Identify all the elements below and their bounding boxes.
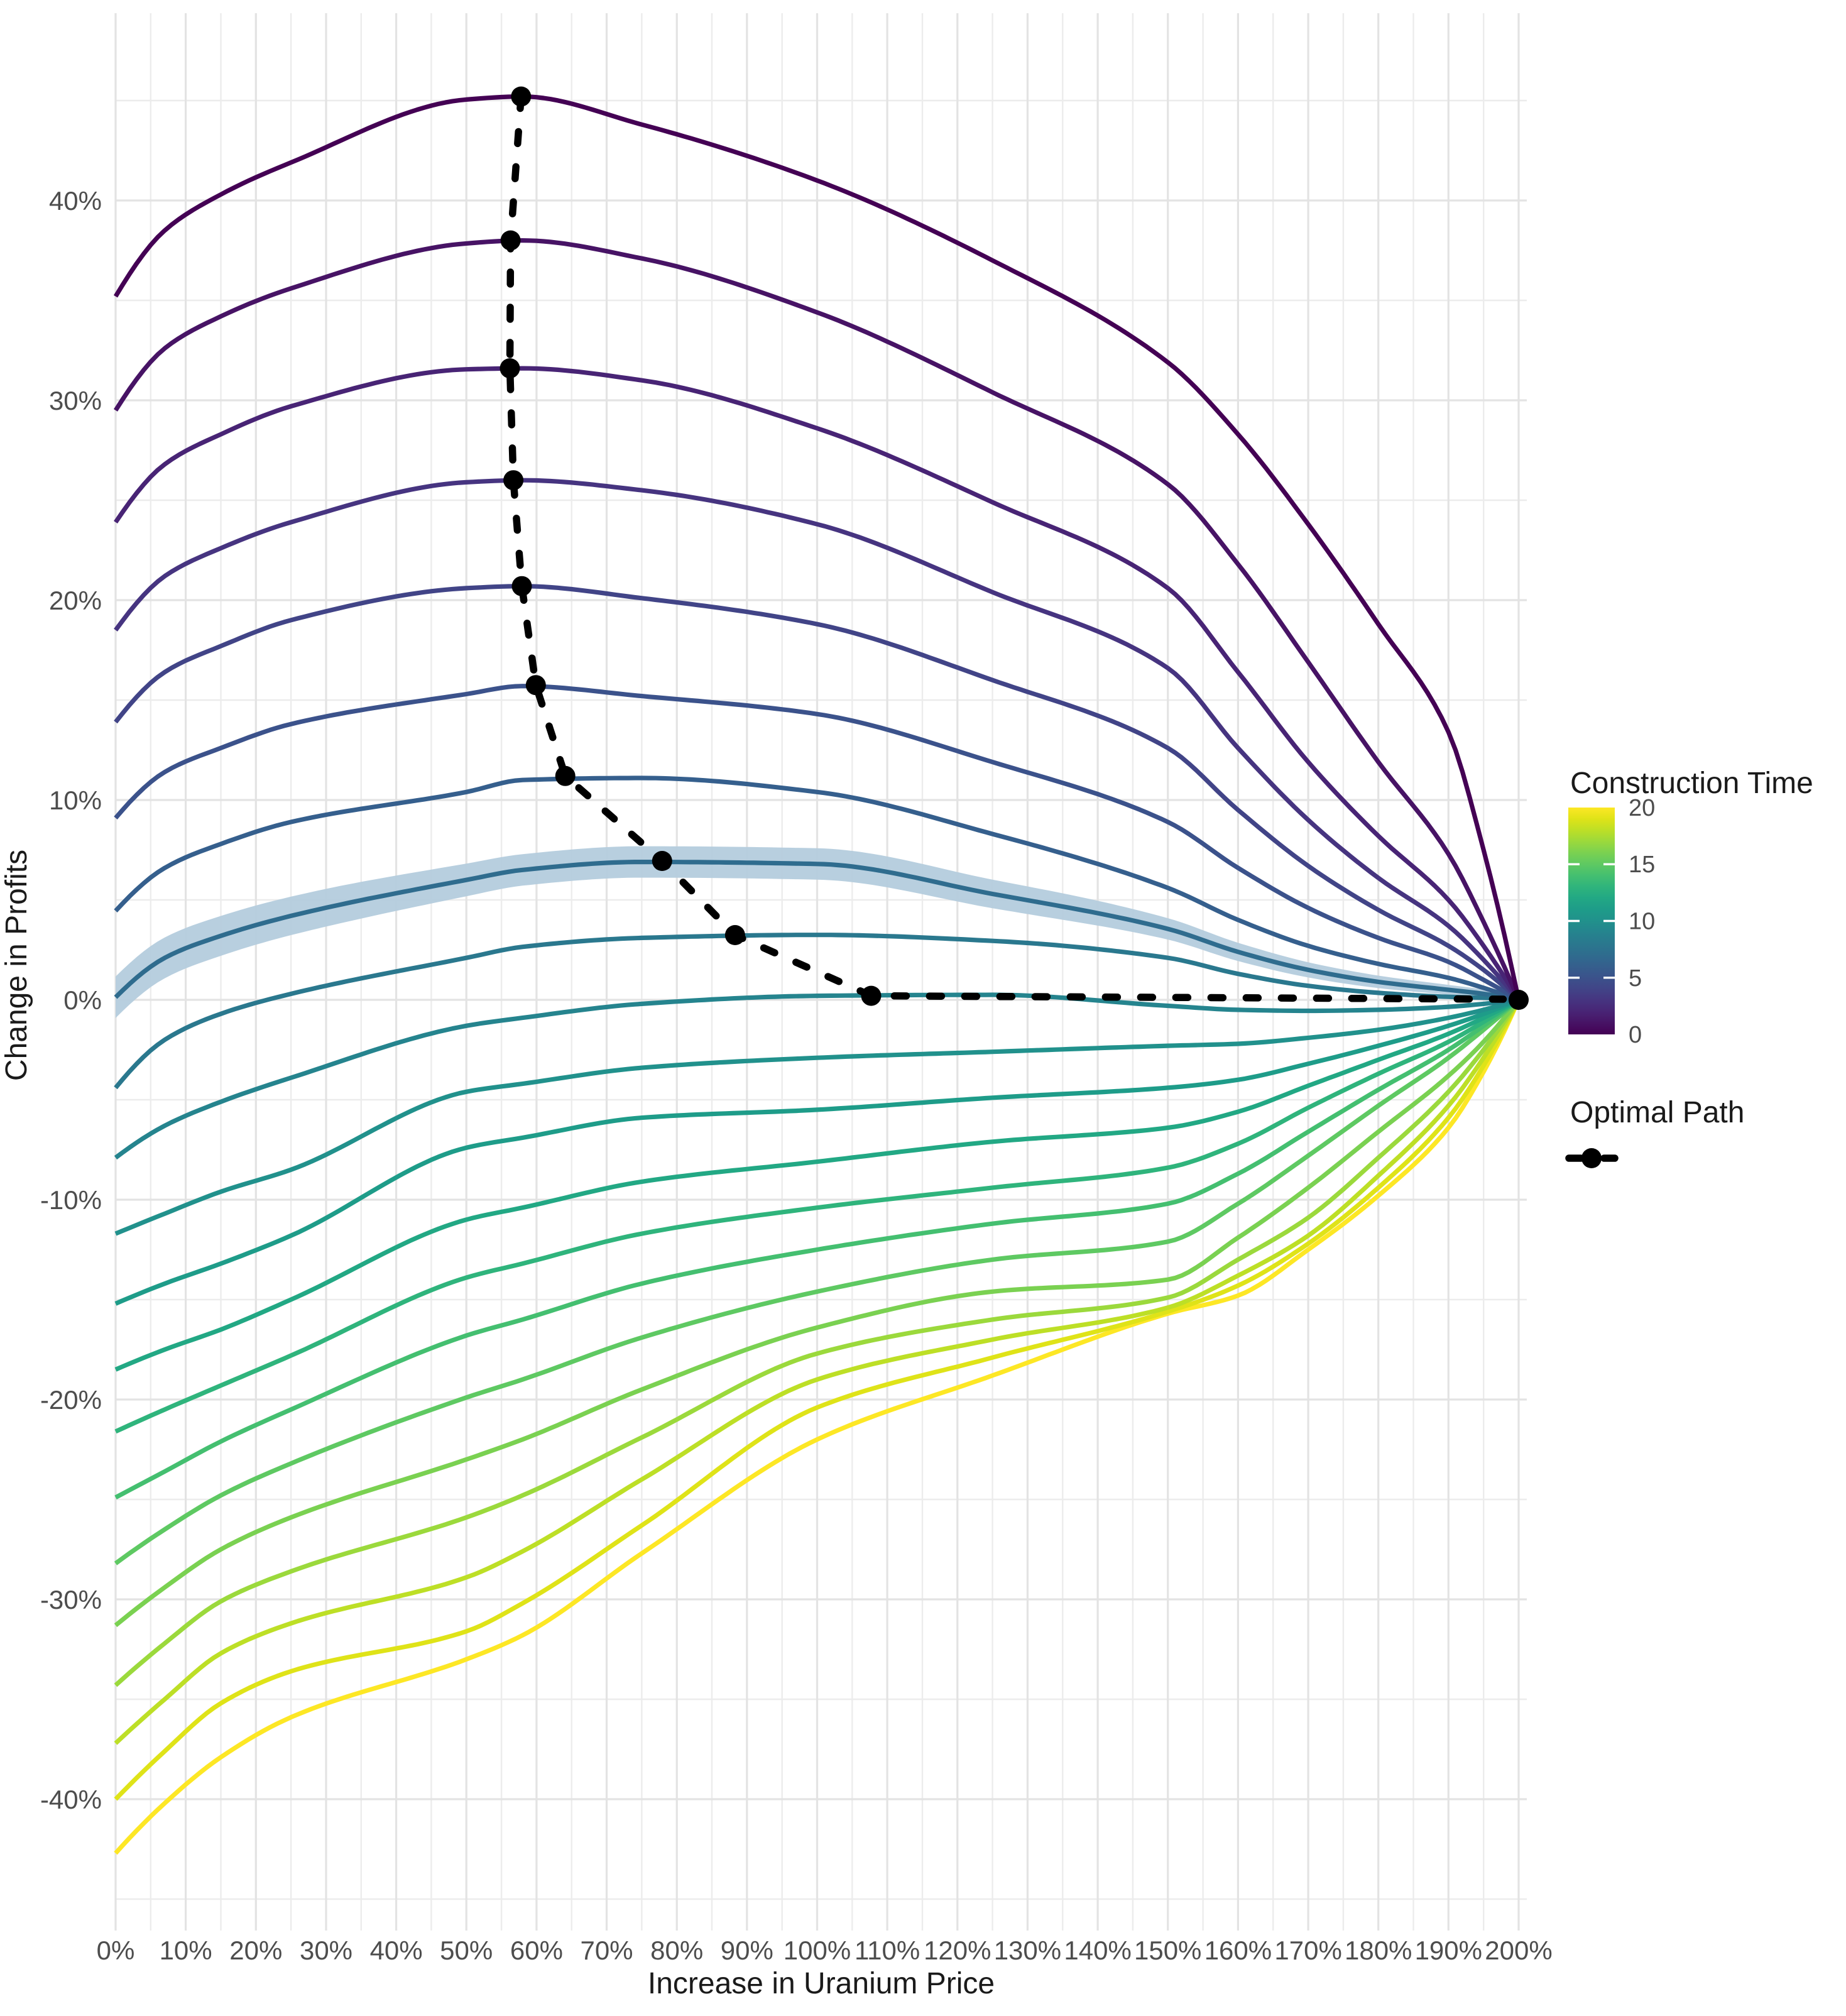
svg-text:5: 5 — [1629, 965, 1642, 992]
svg-text:110%: 110% — [855, 1936, 920, 1965]
svg-text:20: 20 — [1629, 795, 1655, 821]
svg-text:130%: 130% — [994, 1936, 1061, 1965]
svg-text:70%: 70% — [580, 1936, 633, 1965]
svg-text:10%: 10% — [160, 1936, 212, 1965]
svg-text:0: 0 — [1629, 1022, 1642, 1048]
svg-text:190%: 190% — [1415, 1936, 1482, 1965]
svg-text:Optimal Path: Optimal Path — [1570, 1096, 1744, 1129]
svg-text:20%: 20% — [49, 586, 102, 615]
svg-text:20%: 20% — [229, 1936, 282, 1965]
svg-text:100%: 100% — [784, 1936, 851, 1965]
svg-text:150%: 150% — [1134, 1936, 1201, 1965]
svg-text:Increase in Uranium Price: Increase in Uranium Price — [648, 1967, 995, 2000]
svg-text:90%: 90% — [721, 1936, 773, 1965]
svg-text:200%: 200% — [1485, 1936, 1552, 1965]
svg-text:-20%: -20% — [40, 1385, 102, 1415]
svg-text:80%: 80% — [650, 1936, 703, 1965]
svg-text:40%: 40% — [49, 186, 102, 216]
svg-text:30%: 30% — [300, 1936, 352, 1965]
svg-text:10%: 10% — [49, 786, 102, 815]
svg-text:170%: 170% — [1274, 1936, 1341, 1965]
svg-text:15: 15 — [1629, 852, 1655, 878]
svg-text:Change in Profits: Change in Profits — [0, 850, 33, 1081]
svg-text:120%: 120% — [924, 1936, 991, 1965]
svg-text:10: 10 — [1629, 909, 1655, 935]
svg-text:-30%: -30% — [40, 1585, 102, 1614]
svg-text:60%: 60% — [510, 1936, 563, 1965]
svg-text:160%: 160% — [1204, 1936, 1272, 1965]
svg-text:0%: 0% — [63, 985, 102, 1015]
svg-text:140%: 140% — [1064, 1936, 1131, 1965]
svg-text:180%: 180% — [1345, 1936, 1412, 1965]
svg-text:30%: 30% — [49, 386, 102, 415]
svg-text:-10%: -10% — [40, 1185, 102, 1215]
svg-text:40%: 40% — [370, 1936, 423, 1965]
svg-text:-40%: -40% — [40, 1785, 102, 1814]
svg-text:Construction Time: Construction Time — [1570, 767, 1813, 800]
svg-text:50%: 50% — [440, 1936, 493, 1965]
svg-text:0%: 0% — [97, 1936, 135, 1965]
